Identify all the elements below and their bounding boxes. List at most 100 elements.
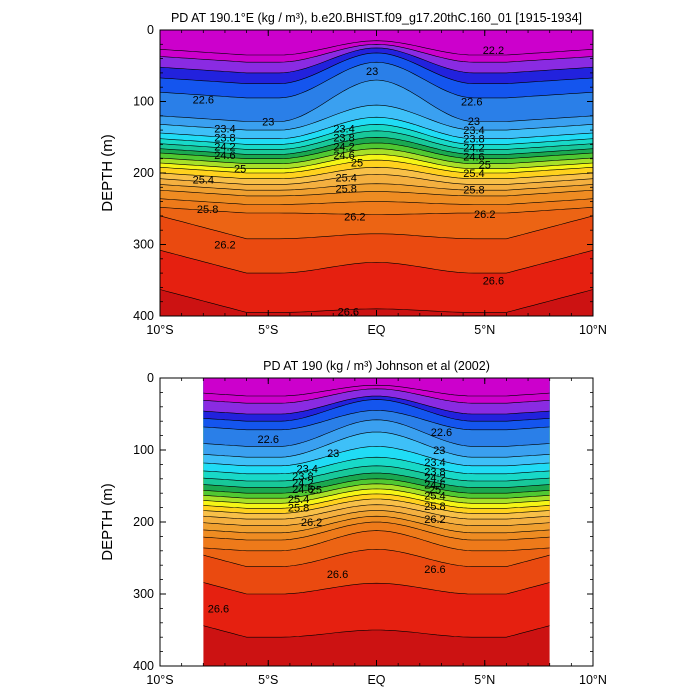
contour-label: 25.8 — [288, 503, 309, 515]
contour-line-24.4 — [203, 483, 550, 499]
contour-line-22 — [160, 47, 593, 74]
contour-line-21.6 — [160, 43, 593, 63]
contour-label: 22.6 — [258, 434, 279, 446]
x-tick-label: 10°S — [146, 323, 173, 337]
contour-label: 26.2 — [424, 514, 445, 526]
contour-line-23.2 — [160, 104, 593, 131]
contour-label: 24.6 — [292, 484, 313, 496]
contour-line-24 — [203, 472, 550, 488]
panel-johnson: 22.622.623 2323.423.824.224.62523.423.824… — [99, 359, 607, 687]
y-tick-label: 400 — [133, 659, 154, 673]
contour-label: 23.4 — [463, 125, 484, 137]
y-tick-label: 300 — [133, 238, 154, 252]
contour-label: 25 — [479, 159, 491, 171]
contour-label: 24.6 — [424, 480, 445, 492]
contour-line-25.6 — [160, 189, 593, 197]
contour-label: 25.8 — [463, 184, 484, 196]
x-tick-label: 5°S — [258, 673, 278, 687]
contour-label: 26.6 — [208, 603, 229, 615]
contour-line-22.2 — [160, 52, 593, 84]
contour-line-23.8 — [160, 130, 593, 150]
y-tick-label: 100 — [133, 443, 154, 457]
contour-line-24.6 — [160, 154, 593, 169]
contour-label: 25.8 — [424, 501, 445, 513]
y-tick-label: 200 — [133, 166, 154, 180]
contour-label: 25.4 — [193, 174, 214, 186]
contour-label: 25.8 — [335, 184, 356, 196]
contour-line-23.2 — [203, 431, 550, 458]
chart-title: PD AT 190 (kg / m³) Johnson et al (2002) — [263, 359, 490, 373]
contour-label: 25.8 — [197, 204, 218, 216]
contour-label: 26.6 — [327, 569, 348, 581]
x-tick-label: 5°S — [258, 323, 278, 337]
contour-label: 24.2 — [424, 472, 445, 484]
contour-label: 24.2 — [463, 142, 484, 154]
y-axis-label: DEPTH (m) — [99, 134, 116, 212]
contour-line-26.4 — [160, 249, 593, 274]
contour-line-22 — [203, 395, 550, 415]
contour-label: 25.4 — [288, 494, 309, 506]
contour-fills — [203, 378, 550, 666]
y-tick-label: 300 — [133, 587, 154, 601]
contour-label: 25.4 — [463, 168, 484, 180]
contour-line-24.8 — [203, 493, 550, 509]
contour-label: 23.8 — [424, 467, 445, 479]
contour-label: 23.8 — [463, 134, 484, 146]
contour-line-25.4 — [160, 183, 593, 191]
x-tick-label: 10°N — [579, 673, 607, 687]
contour-line-25.8 — [203, 521, 550, 541]
contour-line-21.2 — [203, 384, 550, 397]
contour-line-24.2 — [203, 478, 550, 494]
contour-label: 23.8 — [292, 471, 313, 483]
contour-label: 26.6 — [338, 307, 359, 319]
contour-label: 24.6 — [463, 152, 484, 164]
contour-line-26 — [160, 207, 593, 215]
contour-line-23 — [203, 419, 550, 447]
contour-label: 24.6 — [333, 150, 354, 162]
contour-line-22.2 — [203, 399, 550, 422]
contour-line-23.8 — [203, 465, 550, 482]
contour-label: 23 — [327, 448, 339, 460]
contour-label: 23.4 — [424, 457, 445, 469]
contour-line-25.4 — [203, 510, 550, 526]
y-tick-label: 400 — [133, 309, 154, 323]
contour-label: 23 — [366, 66, 378, 78]
contour-line-25.2 — [203, 504, 550, 520]
contour-label: 22.6 — [431, 427, 452, 439]
contour-label: 23 — [262, 117, 274, 129]
fill-band-21.2 — [203, 378, 550, 396]
contour-line-24 — [160, 136, 593, 155]
contour-line-26 — [203, 530, 550, 552]
contour-line-23.4 — [160, 116, 593, 139]
contour-label: 22.6 — [193, 94, 214, 106]
contour-line-22.6 — [160, 61, 593, 99]
y-tick-label: 0 — [147, 23, 154, 37]
contour-label: 26.2 — [301, 517, 322, 529]
contour-line-21.2 — [160, 40, 593, 56]
x-tick-label: 10°S — [146, 673, 173, 687]
y-tick-label: 200 — [133, 515, 154, 529]
contour-line-24.6 — [203, 488, 550, 504]
contour-line-25 — [160, 166, 593, 179]
contour-line-23 — [160, 79, 593, 122]
x-tick-label: 5°N — [474, 673, 495, 687]
contour-line-26.2 — [160, 215, 593, 240]
contour-label: 23.4 — [333, 124, 354, 136]
chart-title: PD AT 190.1°E (kg / m³), b.e20.BHIST.f09… — [171, 11, 582, 25]
contour-label: 23.4 — [297, 464, 318, 476]
contour-label: 26.2 — [344, 212, 365, 224]
contour-label: 22.2 — [483, 45, 504, 57]
contour-label: 26.2 — [214, 240, 235, 252]
contour-label: 23.4 — [214, 124, 235, 136]
contour-label: 26.6 — [424, 564, 445, 576]
contour-line-24.2 — [160, 142, 593, 159]
contour-line-24.8 — [160, 159, 593, 174]
y-axis-label: DEPTH (m) — [99, 483, 116, 561]
contour-label: 24.6 — [214, 150, 235, 162]
contour-label: 24.2 — [214, 142, 235, 154]
x-tick-label: EQ — [367, 323, 385, 337]
contour-label: 23 — [468, 116, 480, 128]
contour-label: 26.2 — [474, 209, 495, 221]
contour-label: 25.4 — [335, 172, 356, 184]
contour-line-26.6 — [160, 289, 593, 313]
